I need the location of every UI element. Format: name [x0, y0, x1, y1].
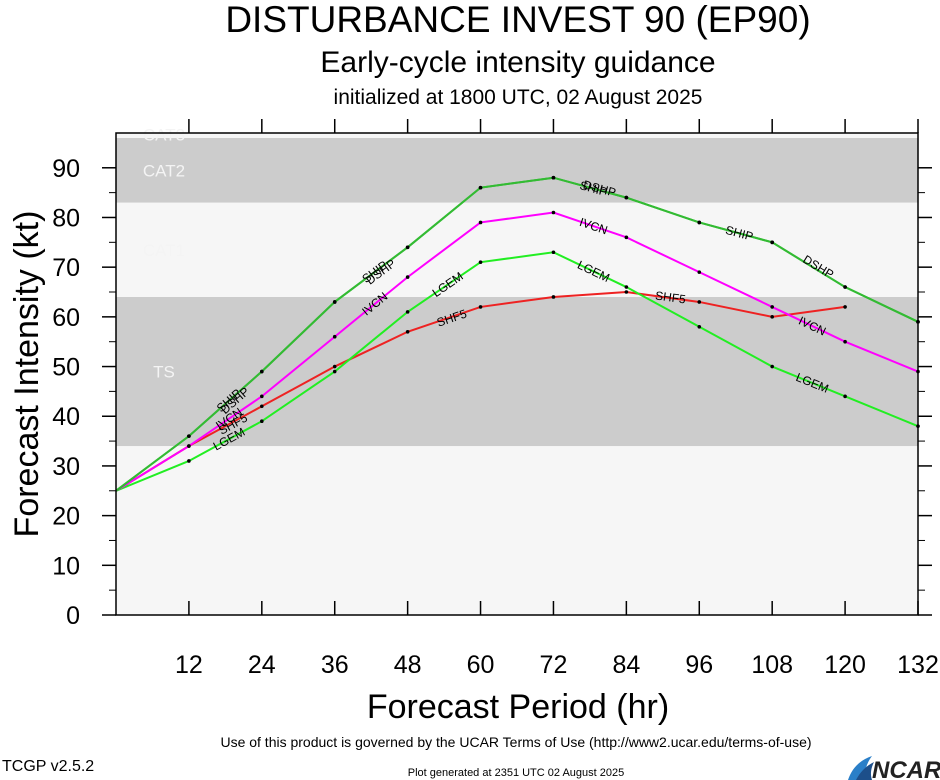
data-point-ivcn: [624, 235, 629, 240]
data-point-lgem: [697, 324, 702, 329]
data-point-ivcn: [551, 210, 556, 215]
ncar-logo-mark-dark: [856, 762, 874, 780]
x-tick-label: 120: [824, 651, 866, 679]
data-point-shf5: [478, 305, 483, 309]
x-tick-label: 24: [248, 651, 276, 679]
data-point-shf5: [405, 329, 410, 334]
data-point-ship: [843, 285, 847, 289]
data-point-ivcn: [260, 394, 264, 399]
terms-of-use: Use of this product is governed by the U…: [220, 734, 811, 750]
data-point-lgem: [624, 285, 629, 289]
y-tick-label: 10: [52, 552, 80, 580]
x-tick-label: 96: [685, 651, 713, 679]
band-label-cat3: CAT3: [143, 125, 185, 144]
data-point-ship: [478, 185, 483, 190]
y-tick-label: 60: [52, 304, 80, 332]
data-point-lgem: [770, 364, 774, 369]
data-point-shf5: [624, 290, 629, 294]
series-label-shf5: SHF5: [654, 288, 687, 306]
y-tick-label: 90: [52, 155, 80, 183]
data-point-ivcn: [405, 275, 410, 279]
axis-ticks: 12 24 36 48 60 72 84 96 108 120 132 0 10 20 30 40 50 60 70…: [52, 119, 939, 679]
data-point-shf5: [697, 300, 702, 304]
version-label: TCGP v2.5.2: [2, 758, 94, 775]
data-point-ivcn: [187, 444, 191, 448]
data-point-ship: [187, 434, 191, 438]
ncar-logo: NCAR: [848, 756, 940, 780]
y-axis-title: Forecast Intensity (kt): [8, 211, 46, 538]
data-point-ivcn: [332, 334, 337, 339]
series-line-lgem: [115, 251, 919, 492]
series-line-ship: [115, 176, 919, 492]
ncar-logo-mark: [848, 756, 872, 780]
y-tick-label: 40: [52, 403, 80, 431]
data-point-ship: [260, 369, 264, 374]
band-label-ts: TS: [153, 363, 175, 382]
data-point-ship: [624, 195, 629, 200]
data-point-shf5: [332, 364, 337, 369]
x-tick-label: 84: [612, 651, 640, 679]
series-line-ivcn: [115, 211, 919, 492]
data-point-ship: [770, 240, 774, 245]
series-lines: [115, 176, 919, 492]
data-point-lgem: [260, 419, 264, 424]
data-point-ivcn: [843, 339, 847, 344]
data-point-lgem: [187, 459, 191, 463]
y-tick-label: 70: [52, 254, 80, 282]
plot-generated: Plot generated at 2351 UTC 02 August 202…: [408, 767, 625, 779]
series-points: [187, 175, 920, 463]
band-cat2: [116, 137, 918, 203]
data-point-shf5: [843, 305, 847, 309]
y-tick-label: 0: [66, 602, 80, 630]
data-point-ship: [551, 175, 556, 180]
data-point-lgem: [843, 394, 847, 399]
band-label-cat2: CAT2: [143, 161, 185, 180]
x-tick-label: 108: [751, 651, 793, 679]
y-tick-label: 20: [52, 503, 80, 531]
y-tick-label: 30: [52, 453, 80, 481]
data-point-ship: [405, 245, 410, 250]
data-point-ivcn: [770, 305, 774, 309]
x-tick-label: 132: [897, 651, 939, 679]
data-point-lgem: [478, 260, 483, 264]
x-tick-label: 36: [321, 651, 349, 679]
data-point-shf5: [260, 404, 264, 409]
x-axis-title: Forecast Period (hr): [367, 688, 669, 726]
data-point-ship: [697, 220, 702, 225]
x-tick-label: 12: [175, 651, 203, 679]
ncar-logo-text: NCAR: [872, 757, 940, 780]
x-tick-label: 72: [540, 651, 568, 679]
data-point-shf5: [551, 295, 556, 299]
data-point-ivcn: [478, 220, 483, 225]
y-tick-label: 50: [52, 354, 80, 382]
init-time: initialized at 1800 UTC, 02 August 2025: [334, 86, 703, 109]
data-point-lgem: [332, 369, 337, 374]
data-point-shf5: [770, 315, 774, 319]
y-tick-label: 80: [52, 204, 80, 232]
data-point-lgem: [551, 250, 556, 255]
data-point-ship: [332, 300, 337, 304]
chart-title: DISTURBANCE INVEST 90 (EP90): [225, 0, 810, 40]
chart-subtitle: Early-cycle intensity guidance: [320, 46, 715, 79]
x-tick-label: 60: [467, 651, 495, 679]
data-point-lgem: [405, 310, 410, 314]
plot-frame: [115, 132, 919, 616]
data-point-ivcn: [697, 270, 702, 274]
band-cat3: [116, 133, 918, 138]
band-label-cat1: CAT1: [143, 241, 185, 260]
x-tick-label: 48: [394, 651, 422, 679]
